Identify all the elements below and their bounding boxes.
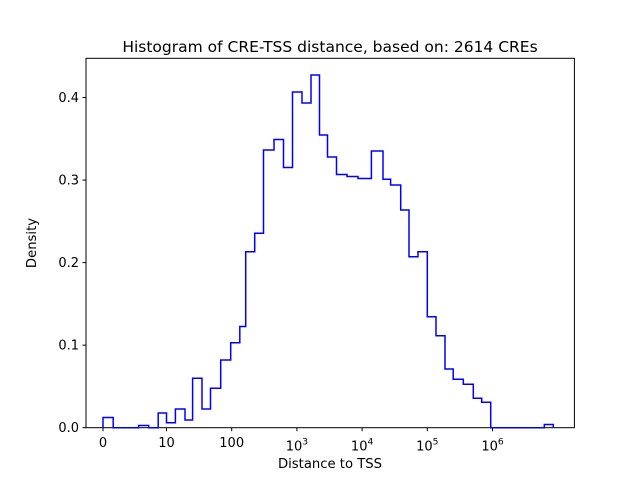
y-tick-label: 0.2 — [58, 256, 79, 271]
x-axis-ticks: 0 10 100 103 104 105 106 — [99, 427, 504, 455]
x-tick-label: 106 — [481, 438, 504, 455]
x-tick-label: 10 — [158, 436, 175, 451]
y-axis-ticks: 0.0 0.1 0.2 0.3 0.4 — [58, 91, 86, 436]
x-tick-label: 104 — [351, 438, 374, 455]
plot-frame — [85, 57, 575, 429]
x-tick-label: 0 — [99, 436, 107, 451]
x-tick-label: 103 — [286, 438, 309, 455]
chart-title: Histogram of CRE-TSS distance, based on:… — [122, 38, 537, 56]
x-tick-label: 100 — [219, 436, 244, 451]
histogram-step-line — [102, 74, 555, 429]
y-tick-label: 0.0 — [58, 421, 79, 436]
x-tick-label: 105 — [416, 438, 438, 455]
y-axis-label: Density — [25, 218, 40, 268]
y-tick-label: 0.4 — [58, 91, 79, 106]
y-tick-label: 0.1 — [58, 339, 79, 354]
x-axis-label: Distance to TSS — [278, 457, 382, 472]
y-tick-label: 0.3 — [58, 174, 79, 189]
